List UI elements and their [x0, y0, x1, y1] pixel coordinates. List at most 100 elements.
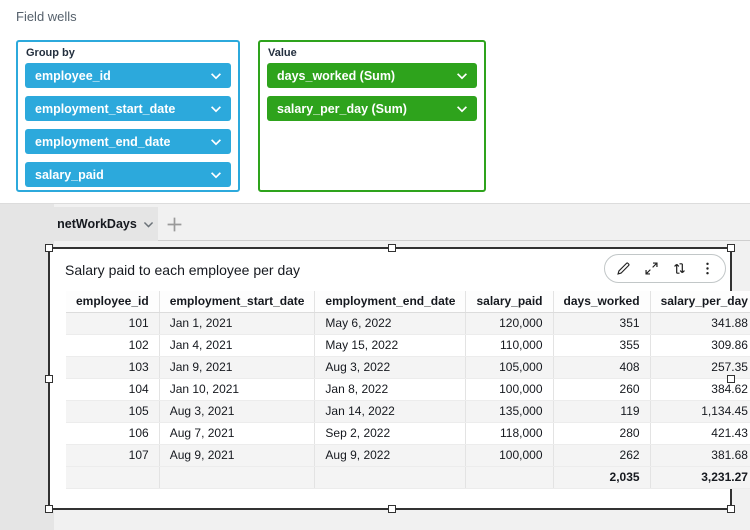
field-wells-title: Field wells [16, 9, 77, 24]
cell-employee-id: 102 [66, 334, 160, 357]
total-cell [465, 466, 554, 489]
resize-handle-bottom-middle[interactable] [388, 505, 396, 513]
pencil-icon[interactable] [615, 261, 631, 277]
visual-title[interactable]: Salary paid to each employee per day [65, 262, 301, 278]
visual-card[interactable]: Salary paid to each employee per day emp… [45, 244, 750, 513]
resize-handle-bottom-right[interactable] [727, 505, 735, 513]
sheet-tab-networkdays[interactable]: netWorkDays [54, 207, 158, 241]
group-by-well: Group by employee_id employment_start_da… [16, 40, 240, 192]
field-pill-salary-paid[interactable]: salary_paid [25, 162, 231, 187]
value-well: Value days_worked (Sum) salary_per_day (… [258, 40, 486, 192]
column-header-salary-per-day[interactable]: salary_per_day [649, 291, 750, 313]
cell-salary-per-day: 309.86 [649, 334, 750, 357]
column-header-employment-start-date[interactable]: employment_start_date [158, 291, 315, 313]
cell-salary-per-day: 384.62 [649, 378, 750, 401]
resize-handle-top-right[interactable] [727, 244, 735, 252]
sheet-tab-label: netWorkDays [57, 217, 137, 231]
table-row: 104 Jan 10, 2021 Jan 8, 2022 100,000 260… [66, 378, 750, 401]
cell-start-date: Jan 1, 2021 [158, 312, 315, 335]
cell-end-date: May 6, 2022 [314, 312, 466, 335]
field-pill-label: employee_id [35, 68, 111, 83]
resize-handle-middle-left[interactable] [45, 375, 53, 383]
total-salary-per-day: 3,231.27 [649, 466, 750, 489]
add-sheet-button[interactable] [162, 212, 186, 236]
cell-employee-id: 104 [66, 378, 160, 401]
total-days-worked: 2,035 [552, 466, 651, 489]
table-row: 101 Jan 1, 2021 May 6, 2022 120,000 351 … [66, 312, 750, 335]
table-row: 105 Aug 3, 2021 Jan 14, 2022 135,000 119… [66, 400, 750, 423]
cell-start-date: Aug 3, 2021 [158, 400, 315, 423]
sheet-area: netWorkDays Salary paid to each employee… [0, 204, 750, 530]
cell-salary-per-day: 381.68 [649, 444, 750, 467]
cell-salary-paid: 118,000 [465, 422, 554, 445]
chevron-down-icon[interactable] [209, 69, 223, 83]
chevron-down-icon[interactable] [455, 102, 469, 116]
cell-salary-paid: 120,000 [465, 312, 554, 335]
pivot-table: employee_id employment_start_date employ… [66, 291, 750, 489]
resize-handle-bottom-left[interactable] [45, 505, 53, 513]
total-cell [314, 466, 466, 489]
table-row: 106 Aug 7, 2021 Sep 2, 2022 118,000 280 … [66, 422, 750, 445]
cell-end-date: May 15, 2022 [314, 334, 466, 357]
chevron-down-icon[interactable] [142, 218, 155, 231]
chevron-down-icon[interactable] [209, 135, 223, 149]
field-pill-label: salary_paid [35, 167, 104, 182]
total-cell [158, 466, 315, 489]
resize-handle-top-middle[interactable] [388, 244, 396, 252]
column-header-days-worked[interactable]: days_worked [552, 291, 651, 313]
cell-start-date: Jan 9, 2021 [158, 356, 315, 379]
cell-end-date: Jan 14, 2022 [314, 400, 466, 423]
kebab-menu-icon[interactable] [699, 261, 715, 277]
cell-salary-paid: 100,000 [465, 378, 554, 401]
field-pill-employment-end-date[interactable]: employment_end_date [25, 129, 231, 154]
field-pill-label: salary_per_day (Sum) [277, 101, 407, 116]
cell-end-date: Jan 8, 2022 [314, 378, 466, 401]
field-pill-salary-per-day-sum[interactable]: salary_per_day (Sum) [267, 96, 477, 121]
column-header-employment-end-date[interactable]: employment_end_date [314, 291, 466, 313]
table-row: 102 Jan 4, 2021 May 15, 2022 110,000 355… [66, 334, 750, 357]
cell-days-worked: 355 [552, 334, 651, 357]
field-pill-label: employment_start_date [35, 101, 176, 116]
cell-salary-per-day: 1,134.45 [649, 400, 750, 423]
cell-start-date: Jan 10, 2021 [158, 378, 315, 401]
cell-salary-paid: 105,000 [465, 356, 554, 379]
field-pill-label: employment_end_date [35, 134, 171, 149]
cell-start-date: Jan 4, 2021 [158, 334, 315, 357]
cell-end-date: Aug 9, 2022 [314, 444, 466, 467]
cell-days-worked: 351 [552, 312, 651, 335]
table-totals-row: 2,035 3,231.27 [66, 466, 750, 489]
field-wells-panel: Field wells Group by employee_id employm… [0, 0, 750, 204]
cell-employee-id: 105 [66, 400, 160, 423]
cell-end-date: Sep 2, 2022 [314, 422, 466, 445]
resize-handle-middle-right[interactable] [727, 375, 735, 383]
cell-salary-per-day: 421.43 [649, 422, 750, 445]
chevron-down-icon[interactable] [455, 69, 469, 83]
cell-employee-id: 101 [66, 312, 160, 335]
field-pill-days-worked-sum[interactable]: days_worked (Sum) [267, 63, 477, 88]
cell-salary-paid: 100,000 [465, 444, 554, 467]
swap-arrows-icon[interactable] [671, 261, 687, 277]
cell-salary-per-day: 257.35 [649, 356, 750, 379]
chevron-down-icon[interactable] [209, 168, 223, 182]
cell-employee-id: 107 [66, 444, 160, 467]
cell-days-worked: 119 [552, 400, 651, 423]
cell-salary-per-day: 341.88 [649, 312, 750, 335]
cell-start-date: Aug 7, 2021 [158, 422, 315, 445]
cell-days-worked: 280 [552, 422, 651, 445]
chevron-down-icon[interactable] [209, 102, 223, 116]
column-header-employee-id[interactable]: employee_id [66, 291, 160, 313]
column-header-salary-paid[interactable]: salary_paid [465, 291, 554, 313]
resize-handle-top-left[interactable] [45, 244, 53, 252]
field-pill-employee-id[interactable]: employee_id [25, 63, 231, 88]
tabbar-divider [158, 240, 750, 241]
table-row: 103 Jan 9, 2021 Aug 3, 2022 105,000 408 … [66, 356, 750, 379]
expand-icon[interactable] [643, 261, 659, 277]
cell-days-worked: 262 [552, 444, 651, 467]
plus-icon [167, 217, 181, 231]
sheet-left-margin [0, 204, 54, 530]
cell-employee-id: 103 [66, 356, 160, 379]
field-pill-employment-start-date[interactable]: employment_start_date [25, 96, 231, 121]
visual-toolbar [604, 254, 726, 283]
cell-salary-paid: 135,000 [465, 400, 554, 423]
value-label: Value [268, 47, 297, 59]
